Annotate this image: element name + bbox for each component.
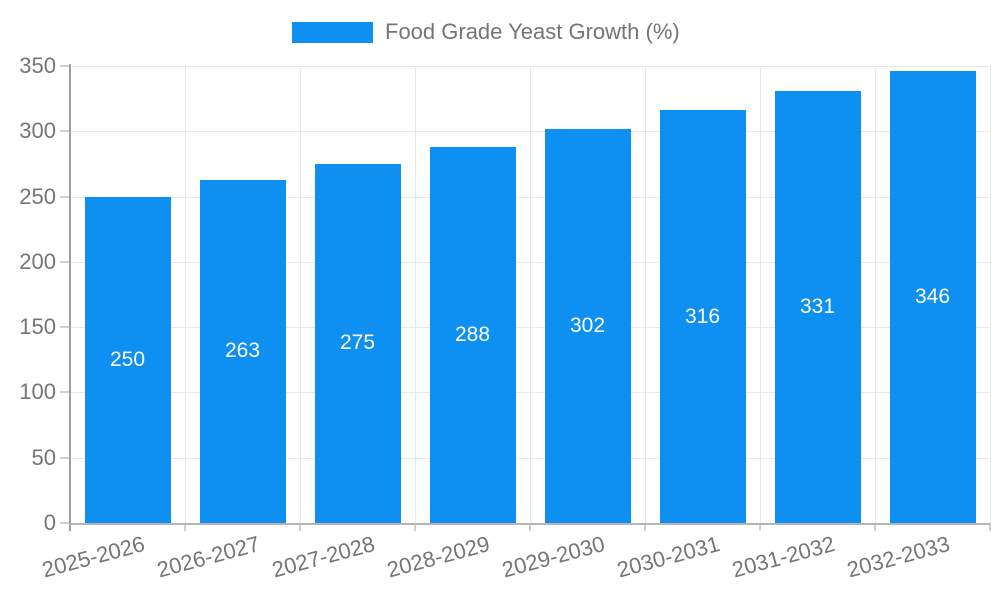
- bar[interactable]: [84, 196, 171, 523]
- gridline-vertical: [760, 66, 761, 523]
- legend-swatch: [292, 22, 373, 43]
- legend-label: Food Grade Yeast Growth (%): [385, 19, 680, 44]
- y-axis-tick-label: 50: [31, 444, 56, 470]
- bar[interactable]: [199, 179, 286, 523]
- y-axis-tick-label: 250: [19, 183, 56, 209]
- x-axis-tick-label: 2027-2028: [269, 531, 378, 583]
- y-axis-tick-label: 350: [19, 53, 56, 78]
- y-axis-tick-mark: [60, 522, 70, 524]
- y-axis-tick-label: 300: [19, 118, 56, 144]
- y-axis-tick-mark: [60, 456, 70, 459]
- x-axis-tick-mark: [989, 523, 991, 531]
- bar[interactable]: [314, 163, 401, 523]
- x-axis-tick-label: 2026-2027: [154, 531, 263, 583]
- gridline-vertical: [645, 66, 646, 523]
- x-axis-tick-mark: [644, 523, 646, 531]
- bar[interactable]: [429, 146, 516, 523]
- y-axis-tick-label: 0: [43, 510, 56, 535]
- x-axis-tick-mark: [299, 523, 301, 531]
- x-axis-tick-mark: [874, 523, 876, 531]
- bar[interactable]: [889, 71, 976, 523]
- x-axis-tick-mark: [759, 523, 761, 531]
- gridline-vertical: [300, 66, 301, 523]
- x-axis-tick-mark: [414, 523, 416, 531]
- y-axis-tick-mark: [60, 65, 70, 67]
- y-axis-tick-mark: [60, 391, 70, 394]
- gridline-vertical: [185, 66, 186, 523]
- bar[interactable]: [774, 90, 861, 523]
- x-axis-tick-label: 2025-2026: [39, 531, 148, 583]
- gridline-vertical: [415, 66, 416, 523]
- x-axis-tick-label: 2028-2029: [384, 531, 493, 583]
- x-axis-tick-label: 2032-2033: [844, 531, 953, 583]
- bar[interactable]: [659, 110, 746, 523]
- x-axis-line: [70, 523, 990, 525]
- x-axis-tick-mark: [184, 523, 186, 531]
- y-axis-tick-mark: [60, 326, 70, 329]
- x-axis-tick-mark: [529, 523, 531, 531]
- gridline-vertical: [530, 66, 531, 523]
- y-axis-tick-label: 150: [19, 314, 56, 340]
- y-axis-tick-mark: [60, 195, 70, 198]
- gridline-vertical: [875, 66, 876, 523]
- x-axis-tick-label: 2031-2032: [729, 531, 838, 583]
- y-axis-line: [69, 64, 71, 531]
- bar[interactable]: [544, 128, 631, 523]
- y-axis-tick-mark: [60, 260, 70, 263]
- y-axis-tick-label: 100: [19, 379, 56, 405]
- legend[interactable]: Food Grade Yeast Growth (%): [0, 0, 1000, 50]
- x-axis-tick-label: 2029-2030: [499, 531, 608, 583]
- x-axis-tick-label: 2030-2031: [614, 531, 723, 583]
- gridline-vertical: [990, 66, 991, 523]
- y-axis-tick-label: 200: [19, 248, 56, 274]
- y-axis-tick-mark: [60, 130, 70, 133]
